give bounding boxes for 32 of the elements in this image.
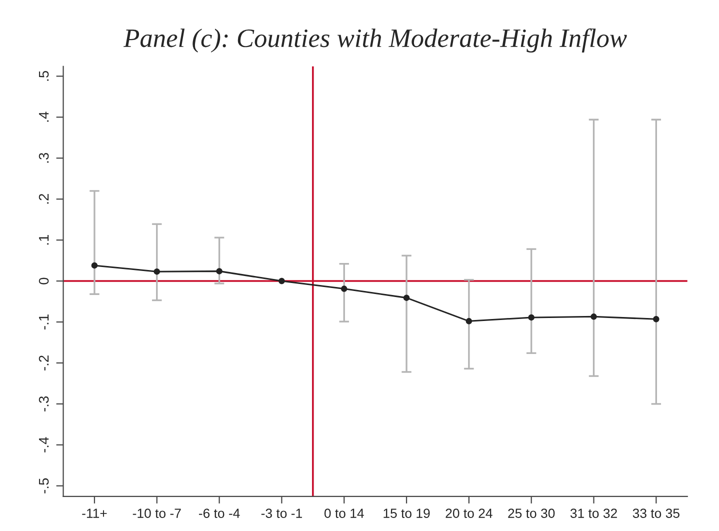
x-tick-label: 25 to 30 bbox=[508, 508, 555, 518]
x-tick-label: -3 to -1 bbox=[261, 508, 302, 518]
point bbox=[91, 262, 98, 269]
point bbox=[278, 278, 285, 284]
x-tick-label: 20 to 24 bbox=[446, 508, 492, 518]
y-tick-label: -.4 bbox=[39, 437, 49, 452]
point bbox=[216, 268, 222, 274]
y-tick-label: -.2 bbox=[38, 356, 49, 370]
x-tick-label: -6 to -4 bbox=[198, 508, 240, 518]
y-tick-label: .3 bbox=[38, 152, 49, 163]
chart-title: Panel (c): Counties with Moderate-High Inflow bbox=[123, 28, 627, 53]
x-tick-label: 31 to 32 bbox=[570, 508, 617, 518]
x-tick-label: -11+ bbox=[82, 508, 107, 518]
point bbox=[340, 286, 348, 292]
point bbox=[154, 268, 160, 275]
point bbox=[653, 316, 660, 322]
x-tick-label: 15 to 19 bbox=[384, 508, 430, 518]
y-tick-label: 0 bbox=[38, 278, 49, 284]
x-tick-label: 0 to 14 bbox=[324, 508, 364, 518]
point bbox=[528, 314, 534, 321]
x-tick-label: -10 to -7 bbox=[132, 508, 181, 518]
y-tick-label: .5 bbox=[39, 70, 49, 81]
y-tick-label: -.1 bbox=[39, 314, 49, 330]
x-tick-label: 33 to 35 bbox=[632, 508, 680, 518]
y-tick-label: -.3 bbox=[38, 396, 49, 412]
y-tick-label: -.5 bbox=[39, 478, 49, 494]
y-tick-label: .4 bbox=[39, 112, 49, 122]
y-tick-label: .2 bbox=[38, 194, 49, 204]
point bbox=[590, 314, 597, 320]
point bbox=[403, 294, 410, 301]
point bbox=[466, 318, 472, 324]
y-tick-label: .1 bbox=[39, 234, 49, 245]
